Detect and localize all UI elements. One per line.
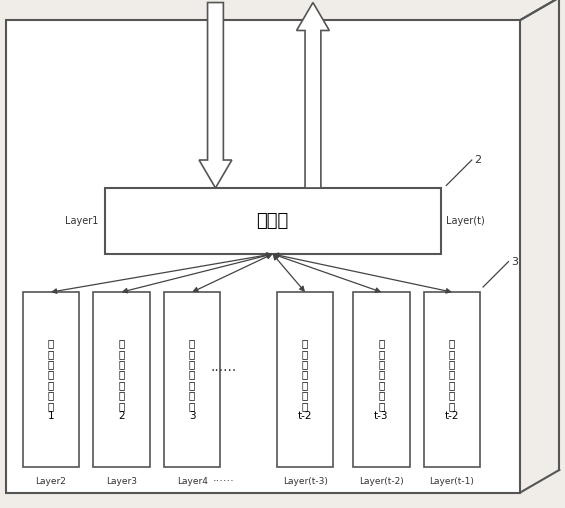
Text: 2: 2 (475, 155, 482, 165)
Text: 闪
存
处
理
阵
列
组
1: 闪 存 处 理 阵 列 组 1 (47, 338, 54, 421)
Text: Layer(t-1): Layer(t-1) (429, 477, 475, 486)
Polygon shape (297, 3, 329, 188)
Text: ······: ······ (212, 477, 234, 487)
Text: 闪
存
处
理
阵
列
组
3: 闪 存 处 理 阵 列 组 3 (189, 338, 195, 421)
Text: Layer1: Layer1 (66, 216, 99, 226)
Text: Layer2: Layer2 (36, 477, 66, 486)
Text: Layer(t-2): Layer(t-2) (359, 477, 404, 486)
Text: Layer(t-3): Layer(t-3) (282, 477, 328, 486)
Text: 闪
存
处
理
阵
列
组
t-2: 闪 存 处 理 阵 列 组 t-2 (298, 338, 312, 421)
Bar (23, 292, 79, 467)
Polygon shape (199, 3, 232, 188)
Bar (424, 292, 480, 467)
Text: 闪
存
处
理
阵
列
组
t-2: 闪 存 处 理 阵 列 组 t-2 (445, 338, 459, 421)
Bar (164, 292, 220, 467)
Text: 3: 3 (511, 257, 518, 267)
Text: 闪
存
处
理
阵
列
组
t-3: 闪 存 处 理 阵 列 组 t-3 (374, 338, 389, 421)
Bar (93, 292, 150, 467)
Text: Layer3: Layer3 (106, 477, 137, 486)
Bar (353, 292, 410, 467)
Bar (105, 188, 441, 254)
Text: Layer4: Layer4 (177, 477, 207, 486)
Text: Layer(t): Layer(t) (446, 216, 485, 226)
Text: 存储器: 存储器 (257, 212, 289, 230)
Bar (277, 292, 333, 467)
Text: ······: ······ (210, 364, 236, 378)
Text: 闪
存
处
理
阵
列
组
2: 闪 存 处 理 阵 列 组 2 (118, 338, 125, 421)
